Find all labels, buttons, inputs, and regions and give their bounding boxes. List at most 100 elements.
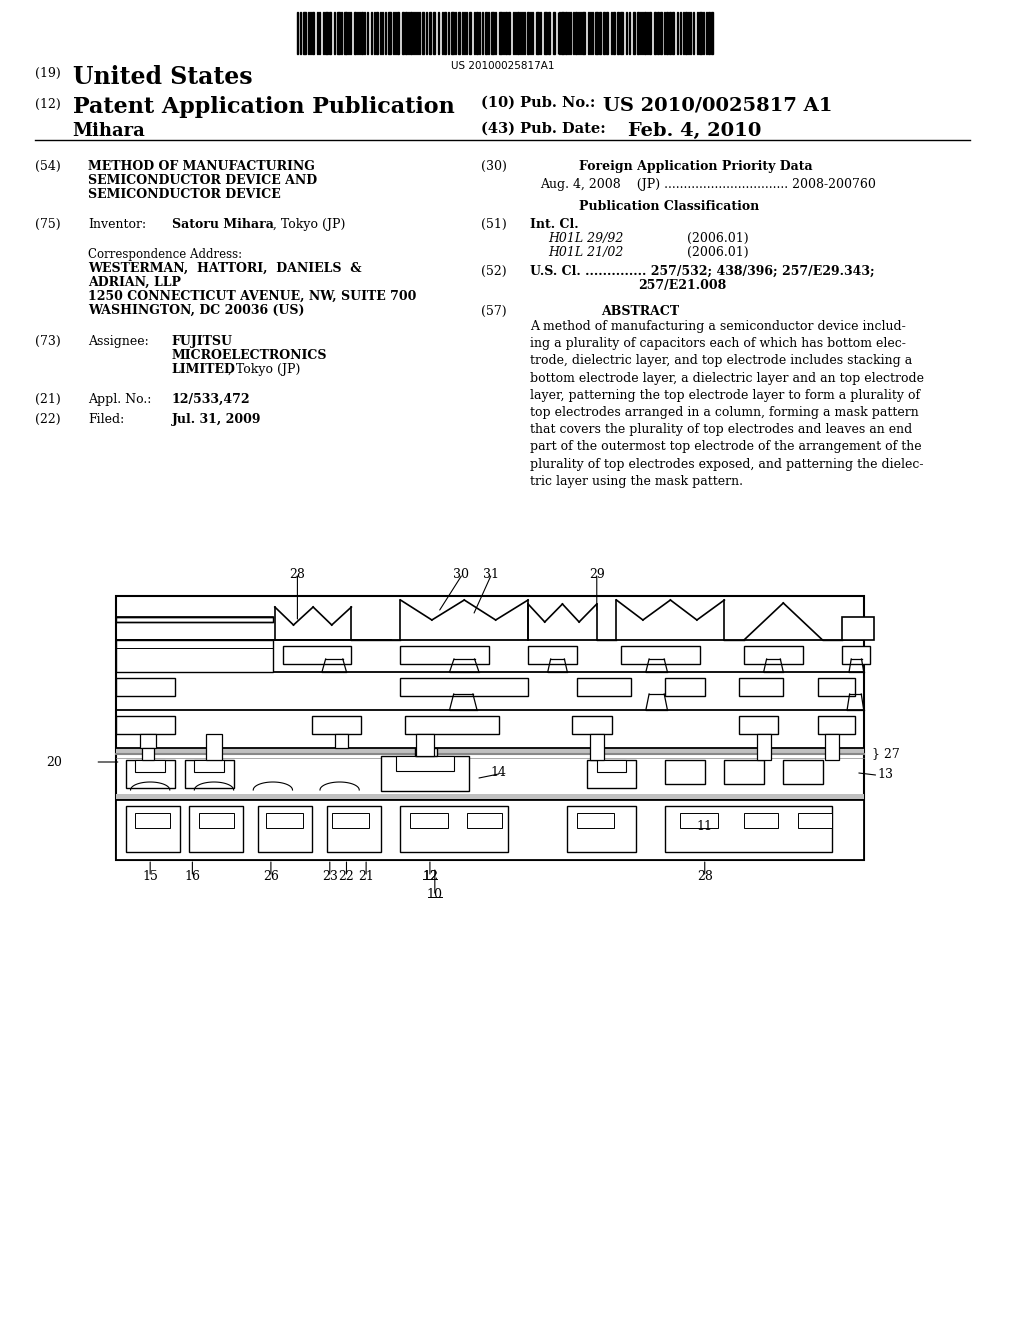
Text: (2006.01): (2006.01) bbox=[687, 246, 749, 259]
Bar bbox=[644, 12, 646, 54]
Bar bbox=[603, 12, 604, 54]
Bar bbox=[509, 12, 510, 54]
Bar bbox=[610, 12, 612, 54]
Bar bbox=[724, 760, 764, 784]
Text: FUJITSU: FUJITSU bbox=[172, 335, 232, 348]
Text: Correspondence Address:: Correspondence Address: bbox=[88, 248, 243, 261]
Text: (57): (57) bbox=[481, 305, 507, 318]
Bar bbox=[400, 645, 488, 664]
Bar bbox=[653, 12, 655, 54]
Text: Jul. 31, 2009: Jul. 31, 2009 bbox=[172, 413, 261, 426]
Text: 20: 20 bbox=[46, 755, 61, 768]
Bar bbox=[656, 12, 658, 54]
Bar bbox=[842, 616, 873, 640]
Text: (54): (54) bbox=[36, 160, 61, 173]
Text: 16: 16 bbox=[184, 870, 201, 883]
Text: 29: 29 bbox=[589, 568, 604, 581]
Text: 28: 28 bbox=[696, 870, 713, 883]
Text: (2006.01): (2006.01) bbox=[687, 232, 749, 246]
Bar bbox=[402, 12, 404, 54]
Text: ABSTRACT: ABSTRACT bbox=[601, 305, 679, 318]
Bar bbox=[499, 12, 502, 54]
Text: U.S. Cl. .............. 257/532; 438/396; 257/E29.343;: U.S. Cl. .............. 257/532; 438/396… bbox=[530, 265, 874, 279]
Bar bbox=[329, 12, 331, 54]
Bar bbox=[613, 12, 615, 54]
Text: Publication Classification: Publication Classification bbox=[580, 201, 760, 213]
Bar bbox=[116, 800, 864, 861]
Bar bbox=[453, 12, 455, 54]
Bar bbox=[649, 12, 651, 54]
Bar bbox=[443, 12, 445, 54]
Bar bbox=[553, 12, 555, 54]
Text: 12/533,472: 12/533,472 bbox=[172, 393, 251, 407]
Bar bbox=[325, 12, 328, 54]
Bar bbox=[739, 678, 783, 696]
Text: Foreign Application Priority Data: Foreign Application Priority Data bbox=[580, 160, 813, 173]
Text: Aug. 4, 2008    (JP) ................................ 2008-200760: Aug. 4, 2008 (JP) ......................… bbox=[540, 178, 876, 191]
Bar bbox=[597, 760, 627, 772]
Bar bbox=[189, 807, 244, 851]
Bar bbox=[666, 807, 833, 851]
Bar bbox=[490, 12, 494, 54]
Bar bbox=[184, 760, 233, 788]
Bar bbox=[116, 616, 272, 622]
Text: Patent Application Publication: Patent Application Publication bbox=[73, 96, 455, 117]
Bar bbox=[565, 12, 567, 54]
Text: (43) Pub. Date:: (43) Pub. Date: bbox=[481, 121, 606, 136]
Text: MICROELECTRONICS: MICROELECTRONICS bbox=[172, 348, 328, 362]
Text: US 20100025817A1: US 20100025817A1 bbox=[451, 61, 554, 71]
Bar bbox=[783, 760, 822, 784]
Bar bbox=[459, 12, 461, 54]
Bar bbox=[116, 678, 175, 696]
Bar bbox=[116, 597, 864, 861]
Bar bbox=[578, 678, 631, 696]
Text: 21: 21 bbox=[358, 870, 374, 883]
Text: (10) Pub. No.:: (10) Pub. No.: bbox=[481, 96, 595, 110]
Text: 1250 CONNECTICUT AVENUE, NW, SUITE 700: 1250 CONNECTICUT AVENUE, NW, SUITE 700 bbox=[88, 290, 417, 304]
Bar bbox=[429, 12, 431, 54]
Text: H01L 29/92: H01L 29/92 bbox=[548, 232, 623, 246]
Bar bbox=[332, 813, 369, 828]
Text: SEMICONDUCTOR DEVICE AND: SEMICONDUCTOR DEVICE AND bbox=[88, 174, 317, 187]
Text: , Tokyo (JP): , Tokyo (JP) bbox=[227, 363, 300, 376]
Text: } 27: } 27 bbox=[871, 747, 899, 760]
Bar bbox=[590, 734, 604, 760]
Text: 257/E21.008: 257/E21.008 bbox=[638, 279, 726, 292]
Bar bbox=[411, 813, 447, 828]
Bar bbox=[126, 760, 175, 788]
Bar bbox=[116, 795, 864, 800]
Bar bbox=[567, 807, 636, 851]
Bar bbox=[400, 678, 528, 696]
Bar bbox=[680, 813, 718, 828]
Bar bbox=[617, 12, 620, 54]
Bar bbox=[381, 756, 469, 791]
Bar bbox=[527, 12, 529, 54]
Text: US 2010/0025817 A1: US 2010/0025817 A1 bbox=[603, 96, 833, 114]
Bar bbox=[433, 12, 435, 54]
Bar bbox=[673, 12, 675, 54]
Bar bbox=[575, 12, 578, 54]
Bar bbox=[416, 734, 434, 756]
Bar bbox=[354, 12, 356, 54]
Text: Mihara: Mihara bbox=[73, 121, 145, 140]
Text: Satoru Mihara: Satoru Mihara bbox=[172, 218, 273, 231]
Text: Filed:: Filed: bbox=[88, 413, 125, 426]
Bar bbox=[467, 813, 502, 828]
Bar bbox=[637, 12, 639, 54]
Bar bbox=[469, 12, 471, 54]
Text: 13: 13 bbox=[878, 768, 894, 781]
Bar bbox=[126, 807, 179, 851]
Bar bbox=[506, 12, 508, 54]
Bar bbox=[303, 12, 306, 54]
Bar bbox=[561, 12, 564, 54]
Bar bbox=[327, 807, 381, 851]
Text: Inventor:: Inventor: bbox=[88, 218, 146, 231]
Bar bbox=[135, 813, 170, 828]
Bar bbox=[195, 760, 224, 772]
Text: (75): (75) bbox=[36, 218, 61, 231]
Bar bbox=[395, 756, 455, 771]
Bar bbox=[666, 760, 705, 784]
Bar bbox=[798, 813, 833, 828]
Bar bbox=[200, 813, 233, 828]
Bar bbox=[587, 760, 636, 788]
